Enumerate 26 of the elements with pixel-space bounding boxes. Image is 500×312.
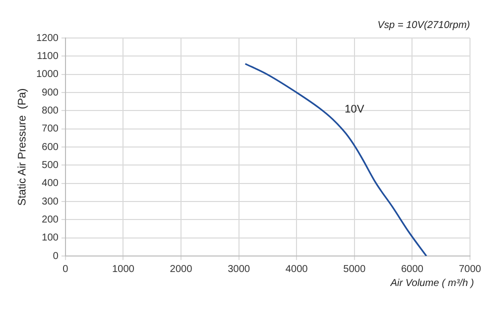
y-tick-label: 1000 [36,69,59,80]
x-tick-label: 6000 [401,264,424,275]
y-tick-label: 700 [42,124,59,135]
y-tick-label: 500 [42,160,59,171]
y-tick-label: 1200 [36,32,59,44]
y-axis-title: Static Air Pressure (Pa) [16,88,29,206]
x-tick-label: 3000 [228,264,250,275]
x-tick-label: 4000 [285,264,308,275]
y-tick-label: 200 [42,214,59,226]
y-tick-label: 900 [42,87,59,98]
y-tick-label: 400 [42,178,59,190]
series-label: 10V [344,104,365,116]
x-axis-title: Air Volume ( m³/h ) [389,278,474,289]
line-series [244,62,428,256]
y-tick-label: 1100 [36,50,59,62]
y-tick-label: 800 [42,105,59,116]
x-tick-label: 2000 [170,264,193,275]
y-tick-label: 100 [42,232,59,244]
x-tick-label: 5000 [343,264,366,275]
y-tick-label: 300 [42,196,59,208]
x-tick-label: 0 [62,264,69,275]
y-tick-label: 600 [42,142,59,153]
x-tick-label: 1000 [112,264,135,275]
x-tick-label: 7000 [458,264,482,275]
text: Vsp = 10V(2710rpm) [377,20,470,31]
y-tick-label: 0 [52,250,59,262]
